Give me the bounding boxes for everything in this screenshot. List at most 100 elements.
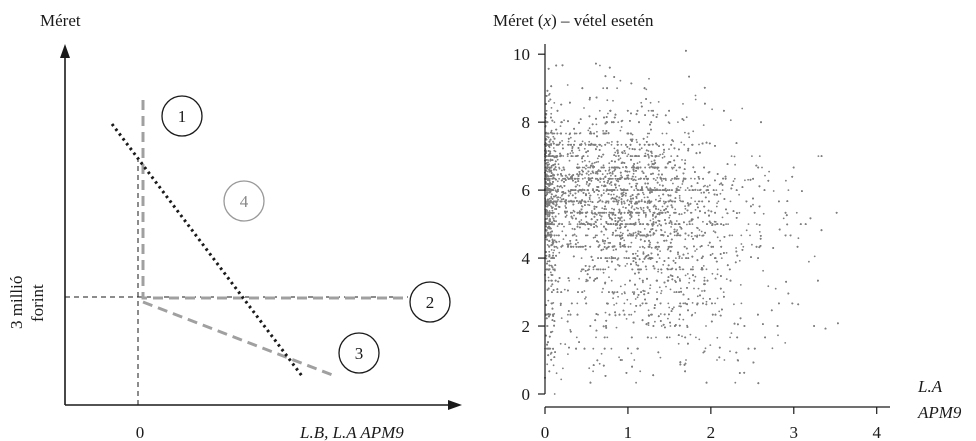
scatter-point	[553, 132, 556, 135]
scatter-point	[551, 183, 554, 186]
scatter-point	[556, 225, 559, 228]
scatter-point	[682, 179, 685, 182]
scatter-point	[623, 302, 626, 305]
scatter-point	[682, 180, 684, 183]
scatter-point	[688, 277, 691, 280]
scatter-point	[612, 249, 615, 252]
scatter-point	[686, 273, 689, 275]
scatter-point	[600, 184, 603, 187]
scatter-point	[575, 235, 578, 238]
scatter-point	[578, 132, 581, 135]
scatter-point	[571, 211, 574, 214]
scatter-point	[659, 209, 662, 212]
scatter-point	[660, 290, 663, 292]
scatter-point	[592, 236, 595, 239]
region-2-label: 2	[426, 293, 435, 312]
scatter-point	[613, 291, 616, 293]
scatter-point	[586, 234, 589, 237]
scatter-point	[635, 381, 637, 384]
region-4-label: 4	[240, 192, 249, 211]
scatter-point	[548, 163, 550, 166]
scatter-point	[561, 193, 564, 196]
scatter-point	[550, 205, 553, 208]
threshold-label-line2: forint	[28, 284, 47, 322]
scatter-point	[611, 211, 614, 214]
scatter-point	[726, 212, 729, 215]
scatter-point	[734, 381, 737, 384]
scatter-point	[697, 287, 700, 290]
scatter-point	[581, 160, 584, 163]
scatter-point	[607, 242, 610, 244]
scatter-point	[642, 207, 645, 209]
scatter-point	[559, 342, 562, 345]
scatter-point	[550, 196, 553, 198]
scatter-point	[702, 265, 705, 267]
scatter-point	[604, 311, 607, 314]
scatter-point	[619, 157, 622, 160]
scatter-point	[651, 152, 653, 155]
scatter-point	[546, 135, 548, 138]
scatter-point	[569, 152, 572, 155]
scatter-point	[797, 237, 800, 240]
scatter-point	[561, 186, 564, 189]
scatter-point	[719, 192, 722, 195]
scatter-point	[621, 220, 623, 223]
scatter-point	[704, 184, 706, 187]
scatter-point	[634, 298, 637, 300]
scatter-point	[603, 192, 605, 195]
scatter-point	[553, 249, 555, 252]
scatter-point	[698, 229, 701, 231]
scatter-point	[656, 291, 658, 293]
scatter-point	[685, 116, 688, 119]
scatter-point	[696, 234, 699, 237]
scatter-point	[669, 268, 671, 271]
scatter-point	[587, 200, 590, 203]
scatter-point	[546, 363, 549, 366]
scatter-point	[629, 245, 632, 248]
scatter-point	[642, 191, 644, 194]
scatter-point	[620, 203, 623, 205]
scatter-point	[567, 353, 569, 355]
scatter-point	[694, 275, 697, 278]
scatter-point	[562, 367, 564, 370]
scatter-point	[580, 219, 583, 221]
scatter-point	[556, 180, 559, 183]
scatter-point	[649, 287, 651, 290]
scatter-point	[639, 246, 641, 249]
scatter-point	[679, 186, 682, 189]
scatter-point	[635, 138, 638, 141]
scatter-point	[592, 347, 595, 350]
scatter-point	[716, 359, 718, 361]
scatter-point	[671, 177, 673, 180]
scatter-point	[554, 208, 556, 210]
scatter-point	[548, 197, 551, 200]
scatter-point	[680, 213, 683, 216]
scatter-point	[642, 260, 644, 263]
scatter-point	[576, 163, 579, 166]
scatter-point	[563, 225, 565, 228]
scatter-point	[660, 292, 662, 295]
scatter-point	[630, 206, 633, 209]
scatter-point	[551, 209, 554, 212]
scatter-point	[674, 208, 677, 211]
scatter-point	[605, 211, 608, 214]
scatter-point	[725, 278, 728, 280]
scatter-point	[566, 176, 569, 179]
scatter-point	[576, 184, 579, 186]
scatter-point	[610, 174, 612, 177]
scatter-point	[622, 206, 624, 209]
scatter-point	[686, 187, 689, 189]
scatter-point	[613, 169, 616, 172]
scatter-point	[628, 182, 631, 185]
scatter-point	[655, 205, 657, 208]
scatter-point	[698, 200, 701, 203]
scatter-point	[608, 162, 611, 165]
scatter-point	[699, 245, 702, 248]
scatter-point	[584, 177, 586, 179]
scatter-point	[634, 221, 637, 224]
scatter-point	[702, 351, 705, 354]
scatter-point	[600, 223, 603, 226]
scatter-point	[715, 205, 718, 208]
scatter-point	[617, 263, 619, 266]
scatter-point	[599, 64, 601, 67]
